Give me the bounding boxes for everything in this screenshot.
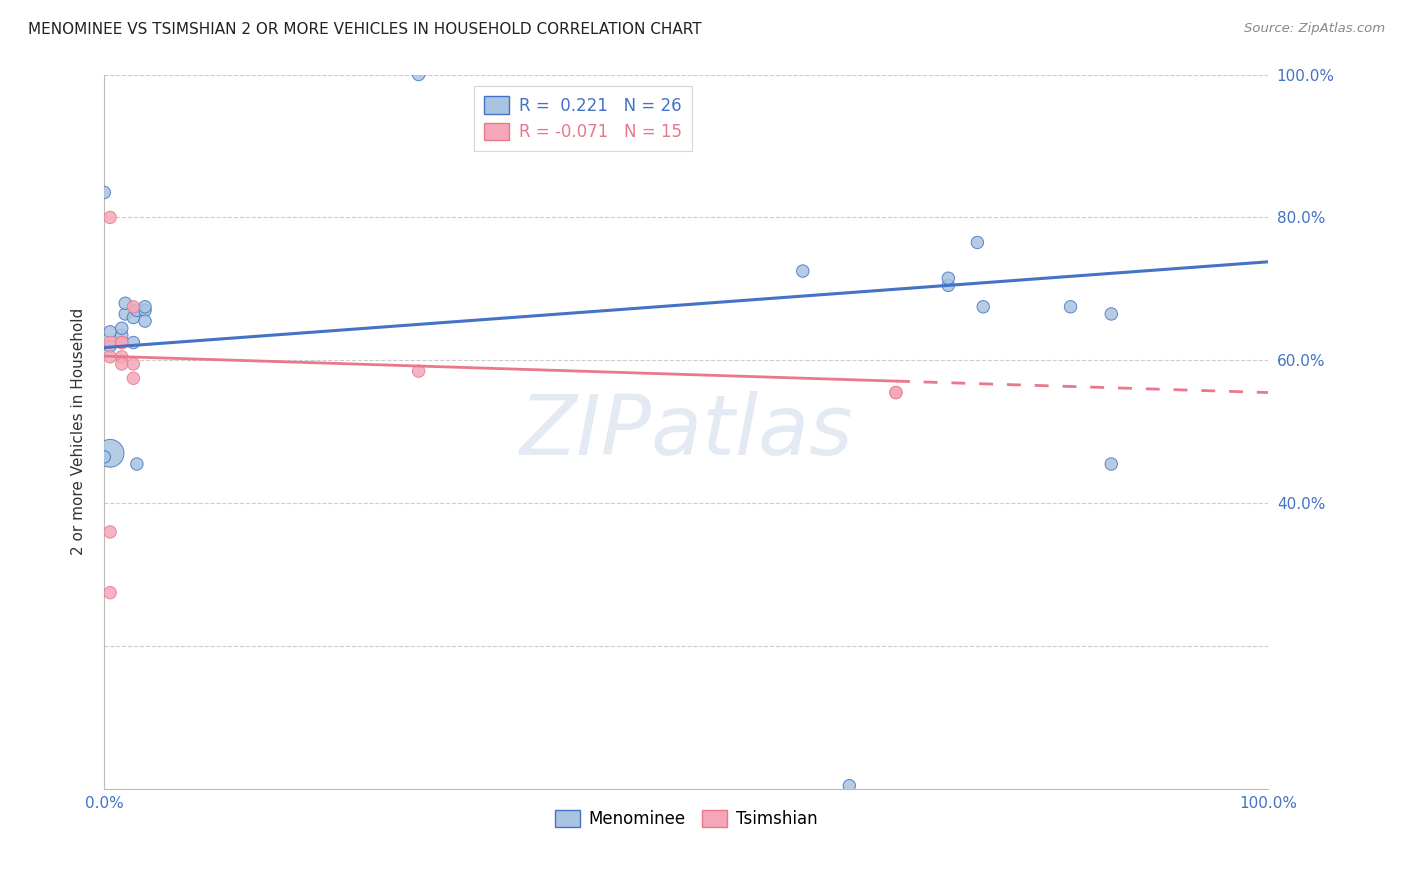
Point [1099,457,1122,471]
Point [98,350,121,364]
Legend: Menominee, Tsimshian: Menominee, Tsimshian [548,803,824,835]
Point [838,779,860,793]
Point [408,364,430,378]
Point [111,335,134,350]
Point [792,264,814,278]
Point [134,314,156,328]
Point [122,335,145,350]
Point [936,278,959,293]
Y-axis label: 2 or more Vehicles in Household: 2 or more Vehicles in Household [72,309,86,556]
Point [966,235,988,250]
Point [125,457,148,471]
Point [98,524,121,539]
Point [111,328,134,343]
Point [1099,307,1122,321]
Point [93,186,115,200]
Point [111,350,134,364]
Point [98,585,121,599]
Text: ZIPatlas: ZIPatlas [520,392,853,473]
Point [98,339,121,353]
Point [134,300,156,314]
Point [1059,300,1081,314]
Point [114,296,136,310]
Point [122,357,145,371]
Point [408,68,430,82]
Point [122,310,145,325]
Text: Source: ZipAtlas.com: Source: ZipAtlas.com [1244,22,1385,36]
Point [125,303,148,318]
Point [111,335,134,350]
Text: MENOMINEE VS TSIMSHIAN 2 OR MORE VEHICLES IN HOUSEHOLD CORRELATION CHART: MENOMINEE VS TSIMSHIAN 2 OR MORE VEHICLE… [28,22,702,37]
Point [122,371,145,385]
Point [884,385,907,400]
Point [114,307,136,321]
Point [122,300,145,314]
Point [936,271,959,285]
Point [111,357,134,371]
Point [93,450,115,464]
Point [134,303,156,318]
Point [98,211,121,225]
Point [884,385,907,400]
Point [111,321,134,335]
Point [972,300,994,314]
Point [98,335,121,350]
Point [98,325,121,339]
Point [98,446,121,460]
